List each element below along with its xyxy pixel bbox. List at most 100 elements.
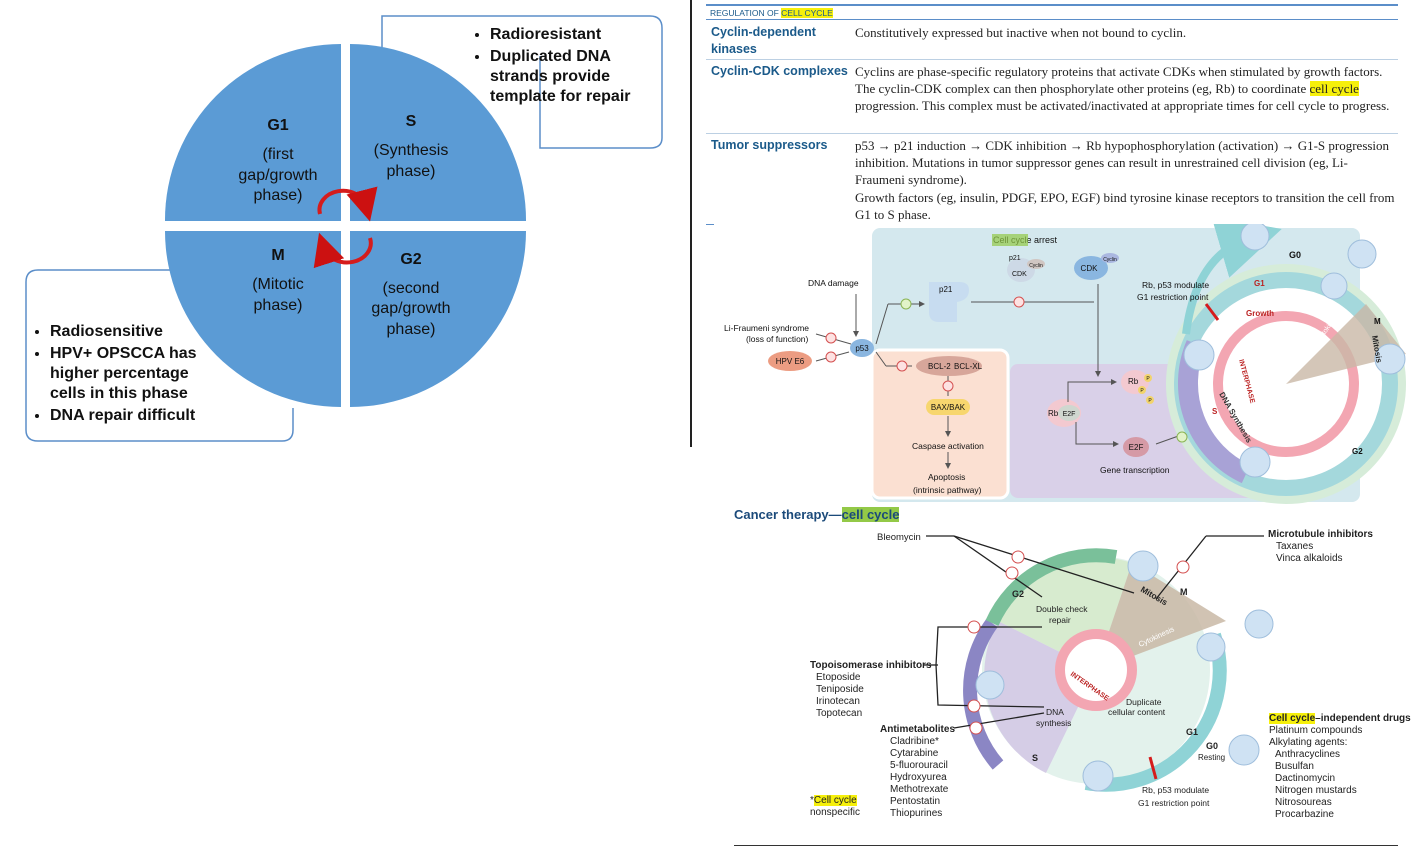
s-desc: phase): [387, 163, 436, 180]
p53-label: p53: [855, 344, 869, 353]
g0-label: G0: [1289, 250, 1301, 260]
drug-item: Etoposide: [816, 672, 861, 683]
highlight-mark: [992, 234, 1028, 246]
inhibit-icon: [825, 351, 837, 363]
bullet: Radioresistant: [490, 25, 654, 45]
duplicate-label: cellular content: [1108, 707, 1166, 717]
s-label: S: [1032, 753, 1038, 763]
table-top-rule: [706, 4, 1398, 6]
inhibit-line: [935, 626, 1042, 666]
apoptosis-panel: [870, 348, 1010, 500]
cell-cycle-pie: G1 (first gap/growth phase) S (Synthesis…: [25, 15, 663, 442]
g0-arrow: [1182, 224, 1282, 335]
term-cdk: Cyclin-dependent kinases: [711, 25, 816, 56]
cell-icon: [1239, 446, 1271, 478]
bcl-node: [916, 356, 982, 376]
g2-label: G2: [1012, 589, 1024, 599]
table-header: REGULATION OF CELL CYCLE: [710, 8, 833, 18]
inhibit-icon: [942, 380, 954, 392]
g1-arc: [1084, 632, 1227, 792]
m-phase-callout-box: [25, 269, 294, 442]
inhibit-line: [935, 664, 1045, 708]
rb-modulate-label: Rb, p53 modulate: [1142, 280, 1209, 290]
cell-icon: [1127, 550, 1159, 582]
connector: [1075, 422, 1119, 447]
drug-item: Alkylating agents:: [1269, 737, 1348, 748]
topoisomerase-list: Topoisomerase inhibitors Etoposide Tenipo…: [810, 660, 932, 720]
p21-node: [929, 282, 969, 322]
drug-item: Vinca alkaloids: [1276, 553, 1343, 564]
g1-label: G1: [1186, 727, 1198, 737]
g2-desc: (second: [383, 280, 440, 297]
li-fraumeni-label: Li-Fraumeni syndrome: [724, 323, 809, 333]
rb-label: Rb: [1048, 409, 1059, 418]
inhibit-icon: [967, 620, 981, 634]
cell-icon: [1082, 760, 1114, 792]
cell-icon: [1320, 272, 1348, 300]
s-quadrant: [350, 44, 527, 221]
cell-icon: [1240, 224, 1270, 251]
m-desc: phase): [254, 297, 303, 314]
g2-desc: phase): [387, 321, 436, 338]
cell-icon: [1374, 343, 1406, 375]
bottom-rule: [734, 845, 1398, 846]
drug-item: Cladribine*: [890, 736, 939, 747]
cell-cycle-pathway-diagram: p53 HPV E6 p21 p21 CDK Cyclin CDK Cyclin…: [724, 224, 1406, 504]
clockwise-arrow-icon: [313, 232, 373, 269]
term-tumor-suppressors: Tumor suppressors: [711, 138, 828, 152]
table-rule: [706, 59, 1398, 60]
e2f-node: [1123, 437, 1149, 457]
restriction-point-label: G1 restriction point: [1137, 292, 1209, 302]
cyclin-active-node: [1101, 253, 1119, 263]
duplicate-label: Duplicate: [1126, 697, 1162, 707]
phosphate-label: P: [1146, 376, 1150, 382]
inhibit-icon: [1011, 550, 1025, 564]
desc-tumor-suppressors: p53 → p21 induction → CDK inhibition → R…: [855, 138, 1390, 187]
inhibit-icon: [969, 721, 983, 735]
s-arc: [963, 618, 1004, 770]
s-desc: (Synthesis: [374, 142, 449, 159]
m-desc: (Mitotic: [252, 276, 304, 293]
cell-icon: [975, 670, 1005, 700]
therapy-cycle-diagram: Bleomycin Double check repair DNA synthe…: [877, 532, 1274, 808]
cyclin-small-label: Cyclin: [1029, 263, 1043, 269]
table-rule: [706, 19, 1398, 20]
drug-item: Pentostatin: [890, 796, 941, 807]
restriction-point-label: G1 restriction point: [1138, 798, 1210, 808]
cdk-small-label: CDK: [1012, 271, 1027, 278]
mitosis-wedge: [1096, 563, 1226, 670]
term-cyclin-cdk: Cyclin-CDK complexes: [711, 64, 848, 78]
g2-label: G2: [1352, 447, 1363, 456]
dna-synthesis-label: synthesis: [1036, 718, 1071, 728]
drug-item: Hydroxyurea: [890, 772, 947, 783]
apoptosis-sub: (intrinsic pathway): [913, 485, 982, 495]
inhibit-icon: [825, 332, 837, 344]
drug-item: Taxanes: [1276, 541, 1314, 552]
g1-label: G1: [267, 117, 288, 134]
independent-drug-list: Cell cycle–independent drugs Platinum co…: [1269, 713, 1411, 820]
drug-item: Procarbazine: [1275, 809, 1334, 820]
topoisomerase-title: Topoisomerase inhibitors: [810, 660, 932, 671]
cell-cycle-pie-panel: G1 (first gap/growth phase) S (Synthesis…: [0, 0, 692, 447]
drug-item: Nitrogen mustards: [1275, 785, 1357, 796]
drug-item: Dactinomycin: [1275, 773, 1336, 784]
table-rule: [706, 224, 714, 225]
li-fraumeni-sub: (loss of function): [746, 334, 809, 344]
e2f-label: E2F: [1129, 443, 1144, 452]
g2-desc: gap/growth: [371, 300, 450, 317]
drug-item: 5-fluorouracil: [890, 760, 948, 771]
drug-item: Methotrexate: [890, 784, 949, 795]
baxbak-node: [926, 399, 970, 415]
restriction-point-mark: [1204, 303, 1220, 321]
restriction-point-mark: [1148, 756, 1158, 780]
antimetabolite-list: Antimetabolites Cladribine* Cytarabine 5…: [880, 724, 955, 820]
s-label: S: [1212, 407, 1218, 416]
bullet: Duplicated DNA strands provide template …: [490, 47, 654, 107]
g2-quadrant: [350, 231, 526, 407]
phosphate-node: [1146, 396, 1154, 404]
m-label: M: [1374, 317, 1381, 326]
microtubule-title: Microtubule inhibitors: [1268, 529, 1373, 540]
phosphate-node: [1144, 374, 1152, 382]
connector: [875, 303, 889, 345]
inhibit-line: [953, 535, 1043, 598]
